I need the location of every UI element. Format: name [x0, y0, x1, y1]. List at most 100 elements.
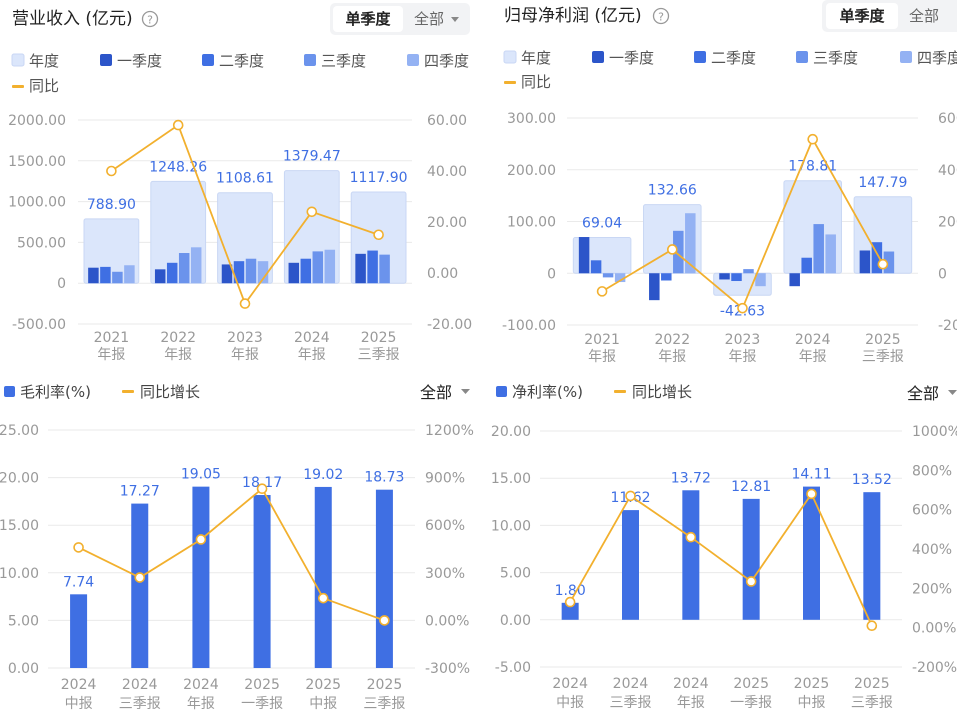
quarter-bar-2	[871, 242, 883, 274]
x-axis-tick-sublabel: 年报	[97, 347, 125, 363]
quarter-bar-1	[649, 273, 660, 301]
legend-yoy[interactable]: 同比	[504, 73, 551, 91]
legend-line[interactable]: 同比增长	[614, 383, 692, 401]
y-axis-tick-label: -500.00	[12, 317, 66, 333]
y2-axis-tick-label: 0.00	[427, 266, 458, 282]
netprofit-toggle-all[interactable]: 全部	[909, 7, 939, 25]
quarter-bar-2	[233, 261, 245, 284]
legend-q2[interactable]: 二季度	[202, 52, 264, 70]
quarter-bar-1	[154, 269, 166, 284]
legend-q3[interactable]: 三季度	[304, 52, 366, 70]
margin-value-label: 19.02	[303, 467, 343, 483]
legend-line[interactable]: 同比增长	[122, 383, 200, 401]
x-axis-tick-sublabel: 年报	[187, 696, 215, 712]
revenue-panel-header: 营业收入 (亿元) ? 单季度 全部	[12, 3, 470, 35]
svg-text:三季度: 三季度	[813, 49, 858, 67]
quarter-bar-4	[190, 247, 202, 284]
y2-axis-tick-label: 60.00	[427, 113, 467, 129]
yoy-point	[745, 576, 757, 587]
legend-yoy[interactable]: 同比	[12, 77, 59, 95]
legend-annual[interactable]: 年度	[11, 52, 59, 70]
legend-q4[interactable]: 四季度	[900, 49, 957, 67]
y-axis-tick-label: 1500.00	[8, 154, 66, 170]
netprofit-toggle-single-label: 单季度	[839, 7, 885, 25]
margin-value-label: 13.52	[852, 472, 892, 488]
y2-axis-tick-label: 900%	[425, 471, 465, 487]
x-axis-tick-label: 2025	[305, 677, 341, 693]
yoy-point	[564, 596, 576, 608]
y2-axis-tick-label: -20.00	[427, 317, 472, 333]
quarter-bar-2	[100, 266, 111, 284]
legend-q1[interactable]: 一季度	[100, 52, 162, 70]
x-axis-tick-sublabel: 一季报	[730, 695, 772, 711]
netprofit-title: 归母净利润 (亿元)	[504, 6, 642, 26]
margin-value-label: 18.73	[364, 470, 404, 486]
svg-text:净利率(%): 净利率(%)	[512, 383, 583, 401]
annual-bar	[217, 192, 273, 284]
y-axis-tick-label: 10.00	[491, 518, 531, 534]
legend-bar[interactable]: 毛利率(%)	[4, 383, 91, 401]
x-axis-tick-label: 2025	[854, 676, 890, 692]
y-axis-tick-label: 200.00	[507, 163, 556, 179]
y-axis-tick-label: 1000.00	[8, 195, 66, 211]
help-circle-icon[interactable]: ?	[141, 10, 159, 28]
quarter-bar-1	[88, 267, 99, 284]
svg-text:毛利率(%): 毛利率(%)	[20, 383, 91, 401]
x-axis-tick-label: 2024	[795, 332, 831, 348]
legend-q1[interactable]: 一季度	[592, 49, 654, 67]
y-axis-tick-label: 0	[57, 276, 66, 292]
x-axis-tick-label: 2023	[227, 330, 263, 346]
gross-filter[interactable]: 全部	[420, 383, 452, 402]
caret-down-icon	[451, 17, 459, 22]
x-axis-tick-label: 2024	[122, 677, 158, 693]
quarter-bar-4	[257, 261, 269, 284]
quarter-bar-3	[245, 258, 257, 284]
y2-axis-tick-label: 200	[938, 215, 957, 231]
yoy-point	[625, 490, 636, 502]
netmargin-filter[interactable]: 全部	[907, 384, 939, 403]
y-axis-tick-label: 5.00	[500, 566, 531, 582]
quarter-bar-4	[124, 265, 135, 284]
y2-axis-tick-label: 0.00%	[425, 613, 469, 629]
y-axis-tick-label: 500.00	[17, 235, 66, 251]
y-axis-tick-label: 100.00	[507, 215, 556, 231]
legend-q4[interactable]: 四季度	[407, 52, 469, 70]
quarter-bar-1	[355, 253, 366, 284]
quarter-bar-1	[859, 250, 871, 274]
x-axis-tick-label: 2024	[552, 676, 588, 692]
netprofit-panel-header: 归母净利润 (亿元) ? 单季度 全部	[504, 0, 957, 32]
legend-bar[interactable]: 净利率(%)	[496, 383, 583, 401]
legend-q2[interactable]: 二季度	[694, 49, 756, 67]
legend-q3[interactable]: 三季度	[796, 49, 858, 67]
annual-value-label: 788.90	[87, 197, 136, 213]
y2-axis-tick-label: 800%	[912, 463, 952, 479]
y2-axis-tick-label: -20	[938, 318, 957, 334]
svg-text:同比: 同比	[521, 73, 551, 91]
quarter-bar-1	[719, 273, 730, 280]
annual-value-label: 69.04	[582, 216, 622, 232]
netprofit-toggle-single[interactable]	[826, 3, 898, 29]
svg-text:同比增长: 同比增长	[140, 383, 200, 401]
margin-value-label: 12.81	[731, 479, 771, 495]
margin-bar	[682, 490, 700, 620]
legend-annual[interactable]: 年度	[503, 49, 551, 67]
help-circle-icon[interactable]: ?	[652, 7, 670, 25]
x-axis-tick-sublabel: 中报	[556, 695, 584, 711]
margin-bar	[70, 594, 88, 668]
revenue-toggle-single[interactable]	[333, 6, 403, 32]
x-axis-tick-sublabel: 三季报	[862, 349, 904, 365]
y-axis-tick-label: 5.00	[8, 613, 39, 629]
annual-value-label: 1379.47	[283, 149, 341, 165]
revenue-toggle-all[interactable]: 全部	[414, 10, 444, 28]
revenue-chart: 2000.00 1500.00 1000.00 500.00 0 -500.00 60.00…	[8, 113, 472, 363]
quarter-bar-3	[602, 273, 614, 278]
y2-axis-tick-label: 400	[938, 163, 957, 179]
margin-value-label: 14.11	[791, 467, 831, 483]
margin-bar	[622, 510, 639, 620]
quarter-bar-1	[789, 273, 800, 287]
quarter-bar-2	[166, 262, 178, 284]
x-axis-tick-sublabel: 中报	[65, 696, 93, 712]
x-axis-tick-label: 2025	[361, 330, 397, 346]
yoy-point	[806, 488, 817, 500]
